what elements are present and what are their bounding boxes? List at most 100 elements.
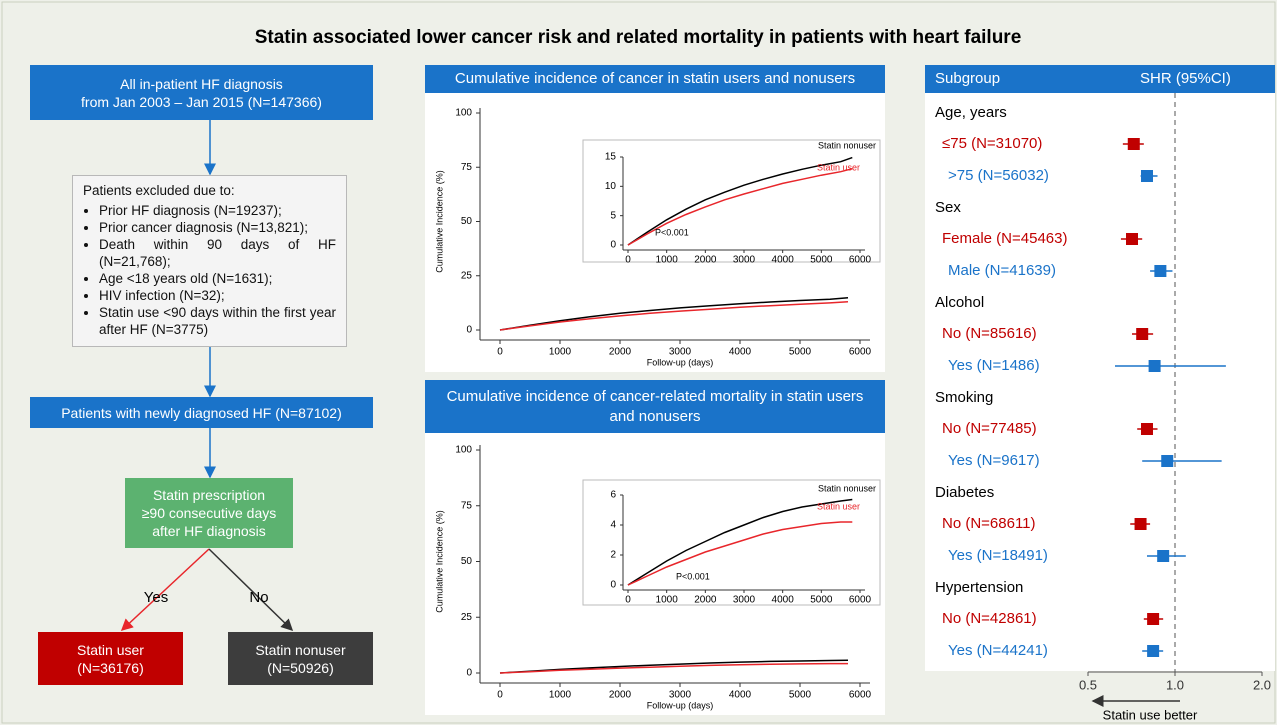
x-tick-label: 5000 <box>789 347 812 358</box>
row-label: Yes (N=18491) <box>948 547 1048 564</box>
row-label: Male (N=41639) <box>948 262 1056 279</box>
inset-x-tick-label: 4000 <box>772 595 795 606</box>
estimate <box>1147 645 1160 657</box>
curve <box>499 659 849 674</box>
estimate <box>1154 265 1167 277</box>
inset-x-tick-label: 6000 <box>849 595 872 606</box>
x-tick-label: 0 <box>497 690 503 701</box>
exclusion-list: Prior HF diagnosis (N=19237);Prior cance… <box>83 202 336 338</box>
y-tick-label: 25 <box>461 270 473 281</box>
user-box: Statin user (N=36176) <box>38 632 183 685</box>
y-tick-label: 100 <box>455 445 472 456</box>
y-tick-label: 50 <box>461 216 473 227</box>
curve <box>499 662 848 674</box>
x-tick-label: 4000 <box>729 347 752 358</box>
forest-header <box>925 65 1275 93</box>
chart-title: Cumulative incidence of cancer-related m… <box>425 380 885 433</box>
estimate <box>1126 233 1139 245</box>
x-tick-label: 6000 <box>849 690 872 701</box>
inset-x-tick-label: 1000 <box>656 255 679 266</box>
no-label: No <box>249 589 268 606</box>
x-tick-label: 0 <box>497 347 503 358</box>
inset-x-tick-label: 4000 <box>772 255 795 266</box>
row-label: Female (N=45463) <box>942 230 1067 247</box>
inset-x-tick-label: 2000 <box>694 255 717 266</box>
text-line: All in-patient HF diagnosis <box>120 75 283 92</box>
inset-x-tick-label: 0 <box>625 255 631 266</box>
x-tick-label: 1000 <box>549 690 572 701</box>
curve <box>499 296 849 331</box>
x-tick-label: 2000 <box>609 690 632 701</box>
exclusion-item: Death within 90 days of HF (N=21,768); <box>99 236 336 270</box>
inset-y-tick-label: 5 <box>610 210 616 221</box>
y-tick-label: 100 <box>455 108 472 119</box>
row-label: No (N=68611) <box>942 515 1036 532</box>
group-label: Age, years <box>935 104 1007 121</box>
column-header: Subgroup <box>935 70 1000 87</box>
x-tick-label: 3000 <box>669 347 692 358</box>
y-tick-label: 25 <box>461 612 473 623</box>
estimate <box>1161 455 1174 467</box>
inset-x-tick-label: 6000 <box>849 255 872 266</box>
arrow <box>120 548 210 632</box>
exclusion-item: Prior HF diagnosis (N=19237); <box>99 202 336 219</box>
x-tick-label: 6000 <box>849 347 872 358</box>
criterion-box: Statin prescription ≥90 consecutive days a… <box>125 478 293 548</box>
text-line: (N=36176) <box>77 659 144 676</box>
y-tick-label: 75 <box>461 162 473 173</box>
inset-y-tick-label: 15 <box>605 152 617 163</box>
inset-y-tick-label: 6 <box>610 490 616 501</box>
inset-y-tick-label: 2 <box>610 550 616 561</box>
series-label: Statin user <box>817 162 860 172</box>
inset-curve <box>627 521 853 586</box>
text-line: Statin prescription <box>152 487 266 503</box>
inset-curve <box>627 156 853 246</box>
inset-curve <box>627 498 853 586</box>
row-label: No (N=42861) <box>942 610 1037 627</box>
group-label: Diabetes <box>935 484 994 501</box>
y-tick-label: 0 <box>466 325 472 336</box>
text-line: after HF diagnosis <box>152 523 266 539</box>
exclusion-heading: Patients excluded due to: <box>83 183 235 198</box>
estimate <box>1134 518 1147 530</box>
inset-y-tick-label: 0 <box>610 240 616 251</box>
exclusion-item: Age <18 years old (N=1631); <box>99 270 336 287</box>
p-value: P<0.001 <box>655 227 689 237</box>
x-axis-label: Follow-up (days) <box>647 700 714 710</box>
row-label: Yes (N=44241) <box>948 642 1048 659</box>
inset-x-tick-label: 3000 <box>733 255 756 266</box>
estimate <box>1127 138 1140 150</box>
nonuser-box: Statin nonuser (N=50926) <box>228 632 373 685</box>
inset-panel <box>582 479 881 606</box>
inset-y-tick-label: 10 <box>605 181 617 192</box>
y-axis-label: Cumulative Incidence (%) <box>434 170 444 273</box>
series-label: Statin nonuser <box>818 483 876 493</box>
page-title: Statin associated lower cancer risk and … <box>255 27 1022 48</box>
direction-label: Statin use better <box>1103 707 1198 722</box>
text-line: from Jan 2003 – Jan 2015 (N=147366) <box>81 93 322 110</box>
x-tick-label: 3000 <box>669 690 692 701</box>
exclusion-item: HIV infection (N=32); <box>99 287 336 304</box>
inset-x-tick-label: 5000 <box>810 255 833 266</box>
x-tick-label: 1000 <box>549 347 572 358</box>
forest-panel <box>925 93 1275 671</box>
inset-x-tick-label: 3000 <box>733 595 756 606</box>
curve <box>499 301 849 331</box>
x-tick-label: 4000 <box>729 690 752 701</box>
exclusion-box: Patients excluded due to: Prior HF diagno… <box>72 175 347 347</box>
exclusion-item: Prior cancer diagnosis (N=13,821); <box>99 219 336 236</box>
y-tick-label: 75 <box>461 500 473 511</box>
column-header: SHR (95%CI) <box>1140 70 1231 87</box>
chart-title: Cumulative incidence of cancer in statin… <box>425 65 885 93</box>
row-label: >75 (N=56032) <box>948 167 1049 184</box>
group-label: Alcohol <box>935 294 984 311</box>
group-label: Hypertension <box>935 579 1023 596</box>
row-label: Yes (N=9617) <box>948 452 1040 469</box>
x-tick-label: 0.5 <box>1079 677 1097 692</box>
cohort-box: Patients with newly diagnosed HF (N=8710… <box>30 397 373 428</box>
series-label: Statin nonuser <box>818 140 876 150</box>
estimate <box>1140 170 1153 182</box>
estimate <box>1157 550 1170 562</box>
